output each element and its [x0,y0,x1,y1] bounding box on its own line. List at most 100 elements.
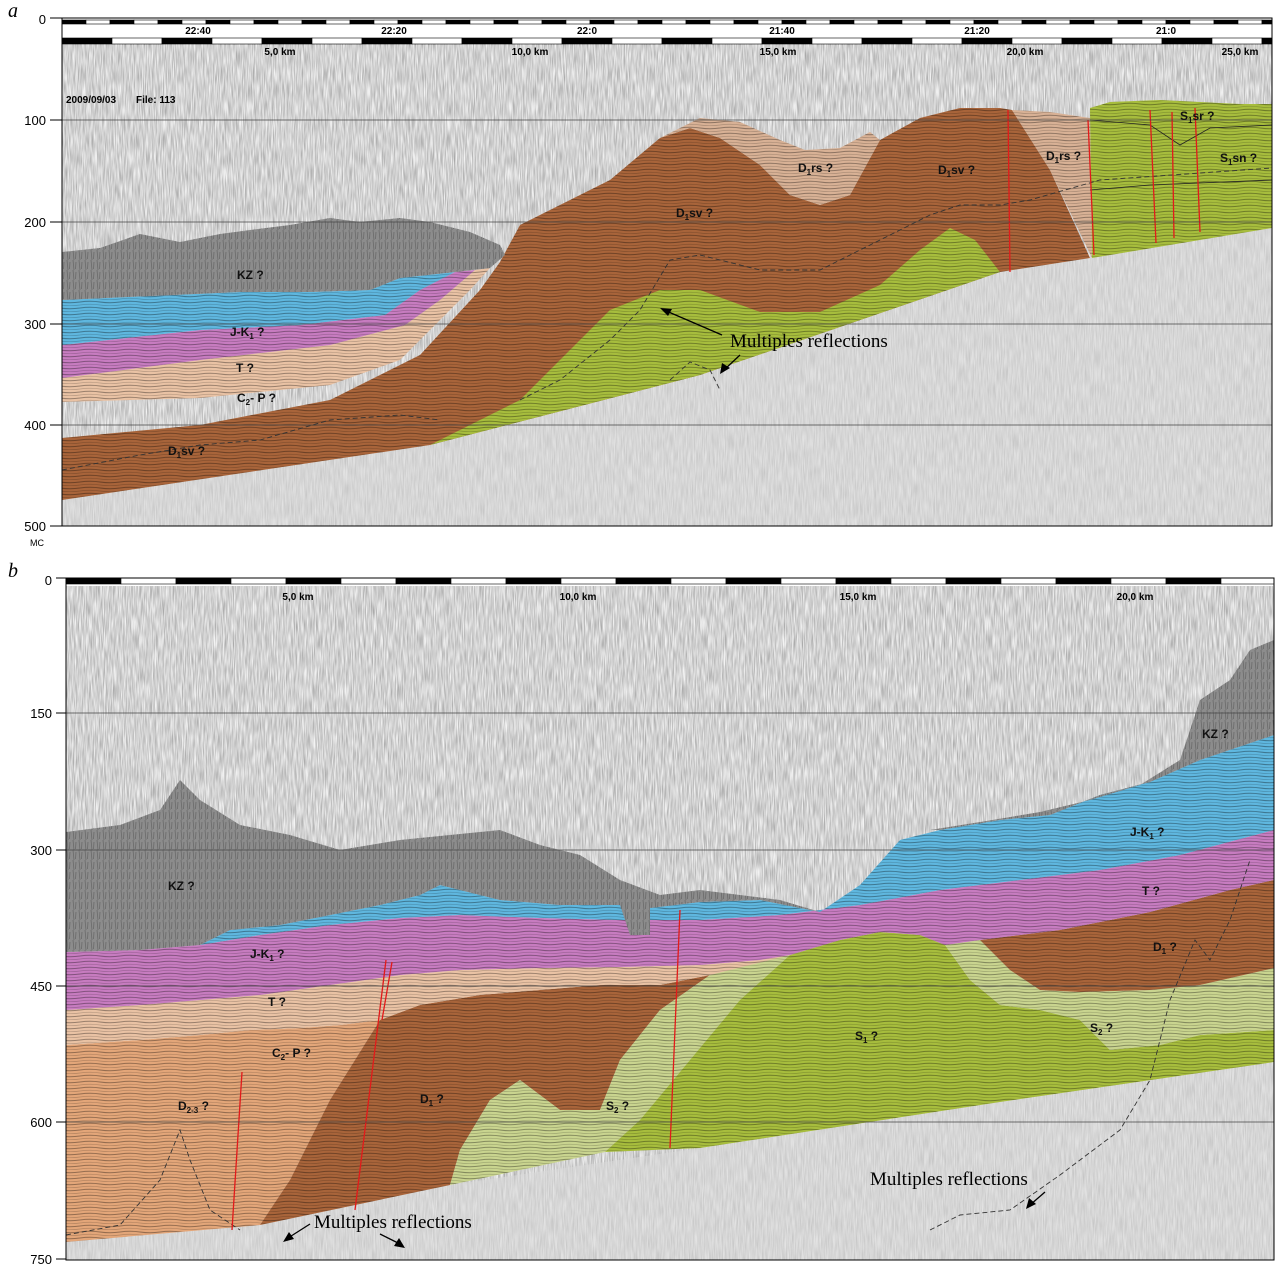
scale-bar-segment [205,19,231,25]
scale-bar-segment [811,37,863,45]
label-d1rs-right: D1rs ? [1046,149,1081,165]
arrow-line [287,1223,311,1239]
panel-b-basement [66,1062,1274,1260]
multiples-label: Multiples reflections [870,1169,1028,1190]
scale-bar-segment [1021,19,1047,25]
scale-bar-segment [615,578,672,585]
scale-bar-segment [120,578,177,585]
scale-bar-segment [613,19,639,25]
y-tick: 450 [30,979,52,994]
scale-bar-segment [709,19,735,25]
scale-bar-segment [349,19,375,25]
panel-b-seismic-section [66,578,1274,1260]
scale-bar-segment [757,19,783,25]
scale-bar-segment [340,578,397,585]
label-c2p: C2- P ? [237,391,276,407]
scale-bar-segment [230,578,287,585]
label-jk1-left: J-K1 ? [250,947,284,963]
scale-bar-segment [62,37,113,45]
arrow-line [663,309,723,336]
scale-bar-segment [157,19,183,25]
label-d1-middle: D1 ? [420,1092,444,1108]
scale-bar-segment [1211,37,1263,45]
scale-bar-segment [161,37,213,45]
panel-a-file: File: 113 [136,95,176,106]
arrow-head [1026,1198,1036,1209]
arrow-head [283,1232,294,1242]
scale-bar-segment [611,37,663,45]
km-tick: 20,0 km [1007,47,1044,58]
scale-bar-segment [311,37,363,45]
y-tick: 600 [30,1115,52,1130]
scale-bar-segment [1261,19,1272,25]
panel-a: a [8,0,1273,548]
label-jk1: J-K1 ? [230,325,264,341]
label-jk1-right: J-K1 ? [1130,825,1164,841]
scale-bar-segment [253,19,279,25]
y-tick: 100 [24,113,46,128]
scale-bar-segment [877,19,903,25]
scale-bar-segment [761,37,813,45]
scale-bar-segment [901,19,927,25]
panel-a-basement [62,228,1272,526]
scale-bar-segment [1237,19,1263,25]
scale-bar-segment [1220,578,1274,585]
km-tick: 5,0 km [264,47,295,58]
time-tick: 21:20 [964,26,990,37]
scale-bar-segment [85,19,111,25]
km-tick: 10,0 km [512,47,549,58]
scale-bar-segment [1141,19,1167,25]
scale-bar-segment [733,19,759,25]
panel-b-letter: b [8,560,18,582]
scale-bar-segment [109,19,135,25]
scale-bar-segment [1069,19,1095,25]
panel-a-time-labels: 22:40 22:20 22:0 21:40 21:20 21:0 [185,26,1176,37]
scale-bar-segment [517,19,543,25]
multiples-label: Multiples reflections [314,1212,472,1233]
scale-bar-segment [111,37,163,45]
y-unit: MC [30,538,44,548]
scale-bar-segment [861,37,913,45]
scale-bar-segment [411,37,463,45]
scale-bar-segment [397,19,423,25]
time-tick: 22:20 [381,26,407,37]
time-tick: 21:0 [1156,26,1176,37]
scale-bar-segment [661,37,713,45]
label-d1sv-right: D1sv ? [938,163,975,179]
scale-bar-segment [373,19,399,25]
scale-bar-segment [637,19,663,25]
scale-bar-segment [301,19,327,25]
scale-bar-segment [1111,37,1163,45]
scale-bar-segment [421,19,447,25]
panel-b-km-labels: 5,0 km 10,0 km 15,0 km 20,0 km [282,592,1153,603]
y-tick: 300 [30,843,52,858]
panel-a-date: 2009/09/03 [66,95,116,106]
scale-bar-segment [62,19,87,25]
scale-bar-segment [1165,578,1222,585]
scale-bar-segment [949,19,975,25]
label-s1sn: S1sn ? [1220,151,1257,167]
scale-bar-segment [853,19,879,25]
label-d1-right: D1 ? [1153,940,1177,956]
scale-bar-segment [461,37,513,45]
label-d1sv-middle: D1sv ? [676,206,713,222]
scale-bar-segment [229,19,255,25]
km-tick: 20,0 km [1117,592,1154,603]
scale-bar-segment [560,578,617,585]
scale-bar-segment [450,578,507,585]
time-tick: 22:0 [577,26,597,37]
scale-bar-segment [285,578,342,585]
label-c2p: C2- P ? [272,1046,311,1062]
scale-bar-segment [911,37,963,45]
y-tick: 400 [24,418,46,433]
y-tick: 0 [45,573,52,588]
scale-bar-segment [1161,37,1213,45]
scale-bar-segment [493,19,519,25]
scale-bar-segment [565,19,591,25]
label-d1rs-middle: D1rs ? [798,161,833,177]
scale-bar-segment [181,19,207,25]
y-tick: 0 [39,12,46,27]
label-s2-middle: S2 ? [606,1099,629,1115]
panel-a-multiples-annotation: Multiples reflections [660,308,888,374]
